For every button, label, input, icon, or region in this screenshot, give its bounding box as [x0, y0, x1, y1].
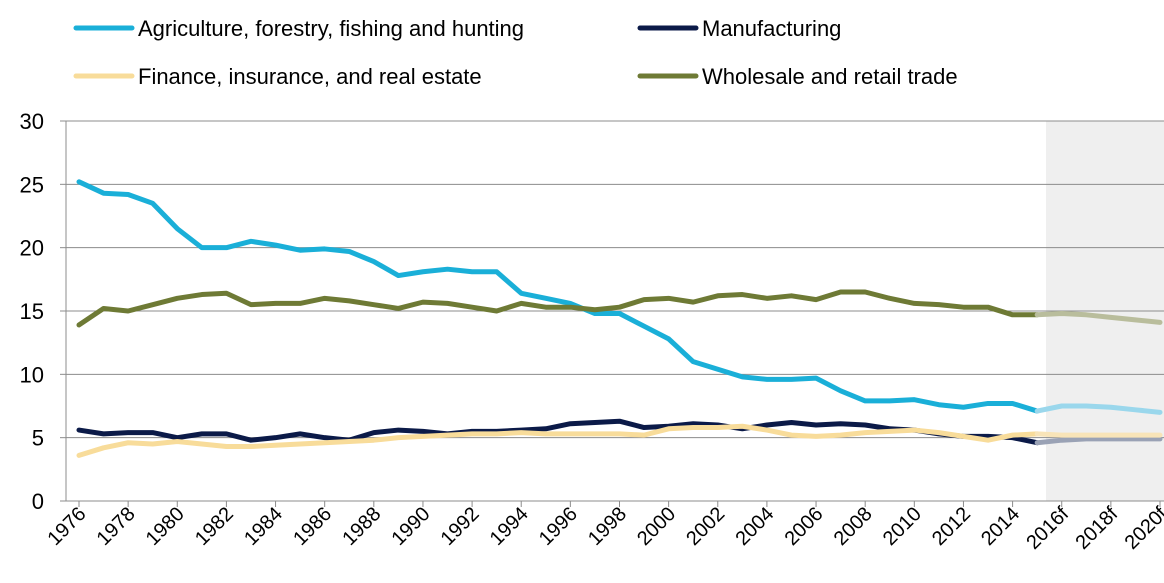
- x-tick-label: 1984: [240, 503, 287, 550]
- axes: [60, 120, 1164, 507]
- series-line-2: [76, 418, 1040, 446]
- y-tick-label: 30: [20, 109, 44, 134]
- x-tick-label: 2020f: [1121, 503, 1164, 554]
- y-tick-label: 10: [20, 362, 44, 387]
- x-tick-label: 2014: [977, 503, 1024, 550]
- x-axis-tick-labels: 1976 1978 1980 1982 1984 1986 1988 1990 1992 1994…: [44, 503, 1164, 554]
- y-tick-label: 5: [32, 426, 44, 451]
- x-tick-label: 1980: [142, 503, 189, 550]
- legend: Agriculture, forestry, fishing and hunti…: [73, 16, 958, 89]
- series-forecast-line-4: [1034, 311, 1163, 325]
- series-line-1: [76, 179, 1040, 414]
- series-forecast-line-1: [1034, 403, 1163, 415]
- x-tick-label: 2016f: [1022, 503, 1073, 554]
- series-lines: [76, 179, 1163, 458]
- legend-label-4: Wholesale and retail trade: [702, 64, 958, 89]
- x-tick-label: 1996: [535, 503, 582, 550]
- x-tick-label: 1988: [338, 503, 385, 550]
- legend-label-2: Manufacturing: [702, 16, 841, 41]
- legend-label-3: Finance, insurance, and real estate: [138, 64, 482, 89]
- x-tick-label: 2018f: [1071, 503, 1122, 554]
- x-tick-label: 1982: [191, 503, 238, 550]
- x-tick-label: 2006: [781, 503, 828, 550]
- series-forecast-line-2: [1034, 436, 1163, 446]
- y-axis-tick-labels: 0 5 10 15 20 25 30: [20, 109, 44, 514]
- x-tick-label: 2008: [830, 503, 877, 550]
- x-tick-label: 2004: [731, 503, 778, 550]
- x-tick-label: 2002: [682, 503, 729, 550]
- x-tick-label: 1978: [93, 503, 140, 550]
- gridlines: [66, 120, 1164, 439]
- x-tick-label: 1998: [584, 503, 631, 550]
- x-tick-label: 2010: [879, 503, 926, 550]
- y-tick-label: 0: [32, 489, 44, 514]
- series-forecast-line-3: [1034, 431, 1163, 438]
- x-tick-label: 2012: [928, 503, 975, 550]
- y-tick-label: 20: [20, 236, 44, 261]
- series-line-3: [76, 423, 1040, 458]
- x-tick-label: 2000: [633, 503, 680, 550]
- series-line-4: [76, 289, 1040, 328]
- x-tick-label: 1990: [387, 503, 434, 550]
- y-tick-label: 15: [20, 299, 44, 324]
- x-tick-label: 1976: [44, 503, 91, 550]
- x-tick-label: 1986: [289, 503, 336, 550]
- y-tick-label: 25: [20, 172, 44, 197]
- x-tick-label: 1994: [486, 503, 533, 550]
- legend-label-1: Agriculture, forestry, fishing and hunti…: [138, 16, 524, 41]
- x-tick-label: 1992: [437, 503, 484, 550]
